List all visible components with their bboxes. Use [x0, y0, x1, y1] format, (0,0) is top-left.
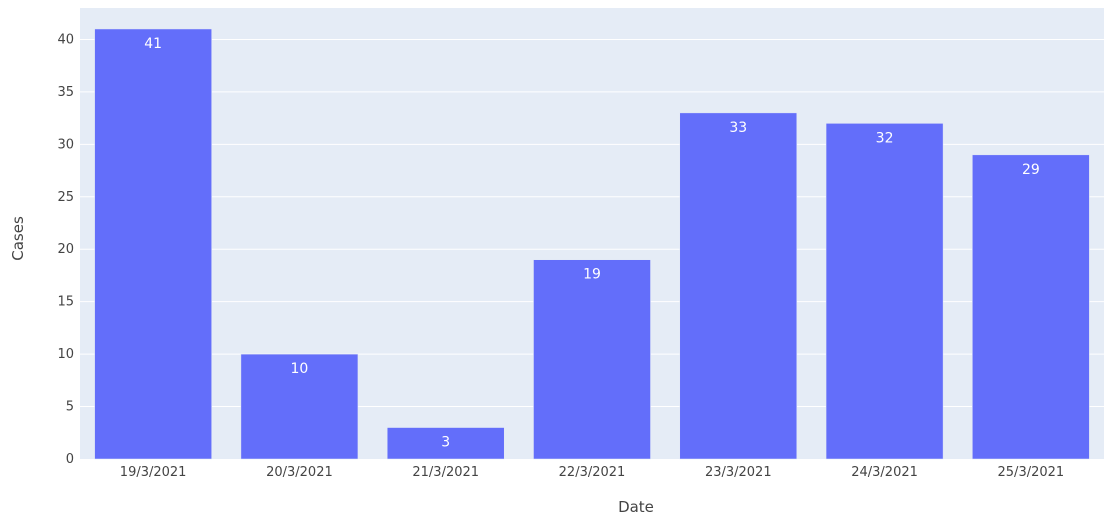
bar-value-label: 10: [291, 361, 309, 377]
bar-value-label: 41: [144, 36, 162, 52]
bars: [94, 28, 1090, 460]
x-tick-label: 25/3/2021: [998, 465, 1065, 480]
bar: [825, 123, 944, 460]
bar: [386, 427, 505, 460]
y-tick-label: 30: [57, 137, 74, 152]
bar-value-label: 32: [876, 130, 894, 146]
bar: [94, 28, 212, 460]
y-tick-label: 20: [57, 242, 74, 257]
x-tick-label: 20/3/2021: [266, 465, 333, 480]
y-tick-label: 40: [57, 32, 74, 47]
bar-data-labels: 41 10 3 19 33 32 29: [144, 36, 1040, 451]
bar-value-label: 3: [441, 435, 450, 451]
bar: [240, 353, 359, 460]
x-axis-ticks: 19/3/2021 20/3/2021 21/3/2021 22/3/2021 23/3…: [120, 465, 1064, 480]
bar: [533, 259, 651, 460]
bar-value-label: 33: [729, 120, 747, 136]
x-tick-label: 19/3/2021: [120, 465, 187, 480]
bar-value-label: 19: [583, 267, 601, 283]
y-tick-label: 35: [57, 85, 74, 100]
bar-value-label: 29: [1022, 162, 1040, 178]
x-tick-label: 24/3/2021: [851, 465, 918, 480]
bar: [679, 112, 798, 460]
y-tick-label: 10: [57, 347, 74, 362]
x-axis-title: Date: [618, 498, 654, 516]
y-tick-label: 25: [57, 190, 74, 205]
x-tick-label: 22/3/2021: [559, 465, 626, 480]
y-axis-ticks: 0 5 10 15 20 25 30 35 40: [57, 32, 74, 467]
x-tick-label: 23/3/2021: [705, 465, 772, 480]
y-axis-title: Cases: [9, 216, 27, 261]
y-tick-label: 5: [66, 400, 74, 415]
y-tick-label: 15: [57, 295, 74, 310]
y-tick-label: 0: [66, 452, 74, 467]
bar: [972, 154, 1090, 460]
x-tick-label: 21/3/2021: [412, 465, 479, 480]
